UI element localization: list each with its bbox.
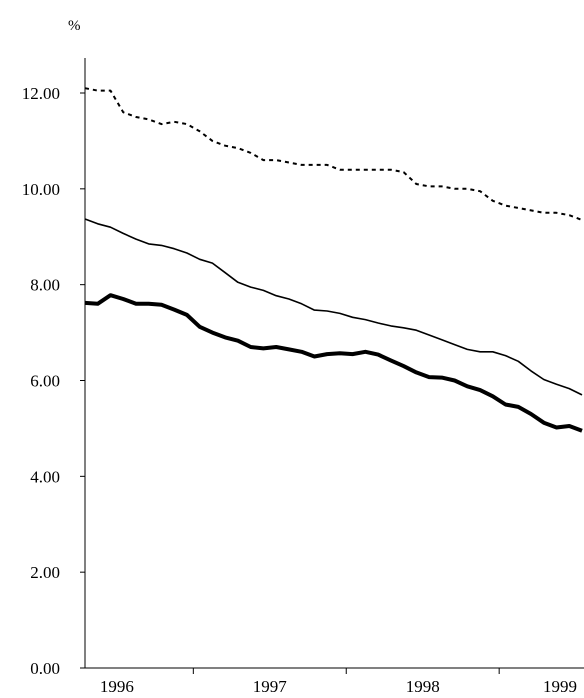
x-tick-label: 1999 bbox=[543, 677, 577, 696]
series-line-solid-thick bbox=[84, 293, 583, 433]
x-tick-label: 1996 bbox=[100, 677, 134, 696]
y-tick-label: 12.00 bbox=[22, 84, 60, 103]
y-tick-label: 0.00 bbox=[30, 659, 60, 678]
x-tick-label: 1997 bbox=[253, 677, 288, 696]
axes bbox=[84, 58, 584, 669]
series-line-solid-thin bbox=[84, 218, 583, 396]
y-tick-label: 2.00 bbox=[30, 563, 60, 582]
series-line-dotted bbox=[84, 87, 583, 221]
y-tick-label: 10.00 bbox=[22, 180, 60, 199]
y-tick-label: 6.00 bbox=[30, 372, 60, 391]
series-lines bbox=[84, 87, 583, 433]
x-axis-ticks: 1996 1997 1998 1999 bbox=[100, 668, 577, 696]
y-axis-ticks: 0.00 2.00 4.00 6.00 8.00 10.00 12.00 bbox=[22, 84, 85, 678]
x-tick-label: 1998 bbox=[406, 677, 440, 696]
y-axis-unit-label: % bbox=[68, 18, 81, 34]
y-tick-label: 4.00 bbox=[30, 467, 60, 486]
y-tick-label: 8.00 bbox=[30, 276, 60, 295]
